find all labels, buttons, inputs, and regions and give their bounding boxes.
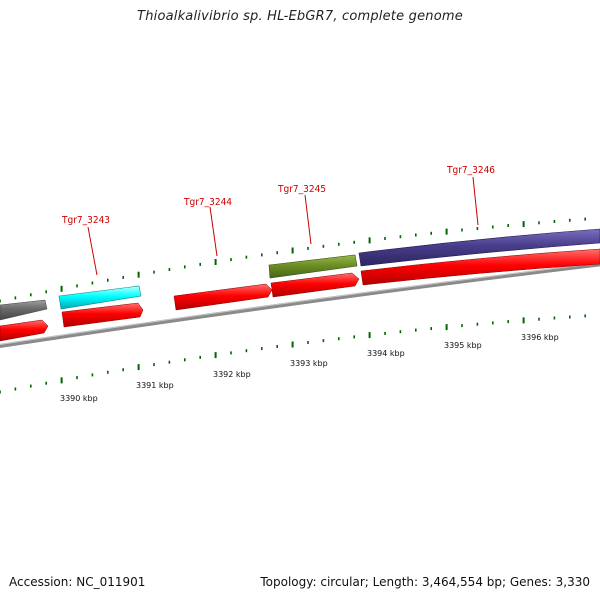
kbp-label-3390: 3390 kbp — [60, 394, 98, 403]
gene-label-tgr7-3243: Tgr7_3243 — [61, 215, 110, 226]
gene-block-olive — [268, 254, 358, 279]
gene-label-leader — [209, 206, 218, 257]
cds-arrow — [0, 319, 49, 342]
cds-arrow — [270, 272, 360, 298]
kbp-label-3393: 3393 kbp — [290, 359, 328, 368]
gene-label-leader — [87, 226, 98, 276]
gene-block-gray — [0, 299, 48, 321]
kbp-label-3396: 3396 kbp — [521, 333, 559, 342]
map-title: Thioalkalivibrio sp. HL-EbGR7, complete … — [137, 9, 463, 24]
gene-block-cyan — [58, 285, 142, 310]
kbp-label-3391: 3391 kbp — [136, 381, 174, 390]
gene-block-slate — [358, 228, 600, 267]
gene-label-tgr7-3244: Tgr7_3244 — [183, 197, 232, 208]
kbp-label-3394: 3394 kbp — [367, 349, 405, 358]
kbp-label-3395: 3395 kbp — [444, 341, 482, 350]
cds-arrow — [173, 283, 273, 311]
genome-backbone — [0, 262, 600, 348]
genome-summary-text: Topology: circular; Length: 3,464,554 bp… — [260, 575, 590, 589]
accession-text: Accession: NC_011901 — [9, 575, 146, 589]
gene-label-leader — [472, 176, 479, 226]
inner-tick-track — [0, 314, 587, 394]
cds-arrow — [360, 248, 600, 286]
gene-label-leader — [304, 194, 312, 245]
gene-label-tgr7-3245: Tgr7_3245 — [277, 184, 326, 195]
gene-label-tgr7-3246: Tgr7_3246 — [446, 165, 495, 176]
outer-tick-track — [0, 217, 587, 303]
cds-arrow — [61, 302, 144, 328]
kbp-label-3392: 3392 kbp — [213, 370, 251, 379]
genome-backbone-highlight — [0, 262, 600, 346]
